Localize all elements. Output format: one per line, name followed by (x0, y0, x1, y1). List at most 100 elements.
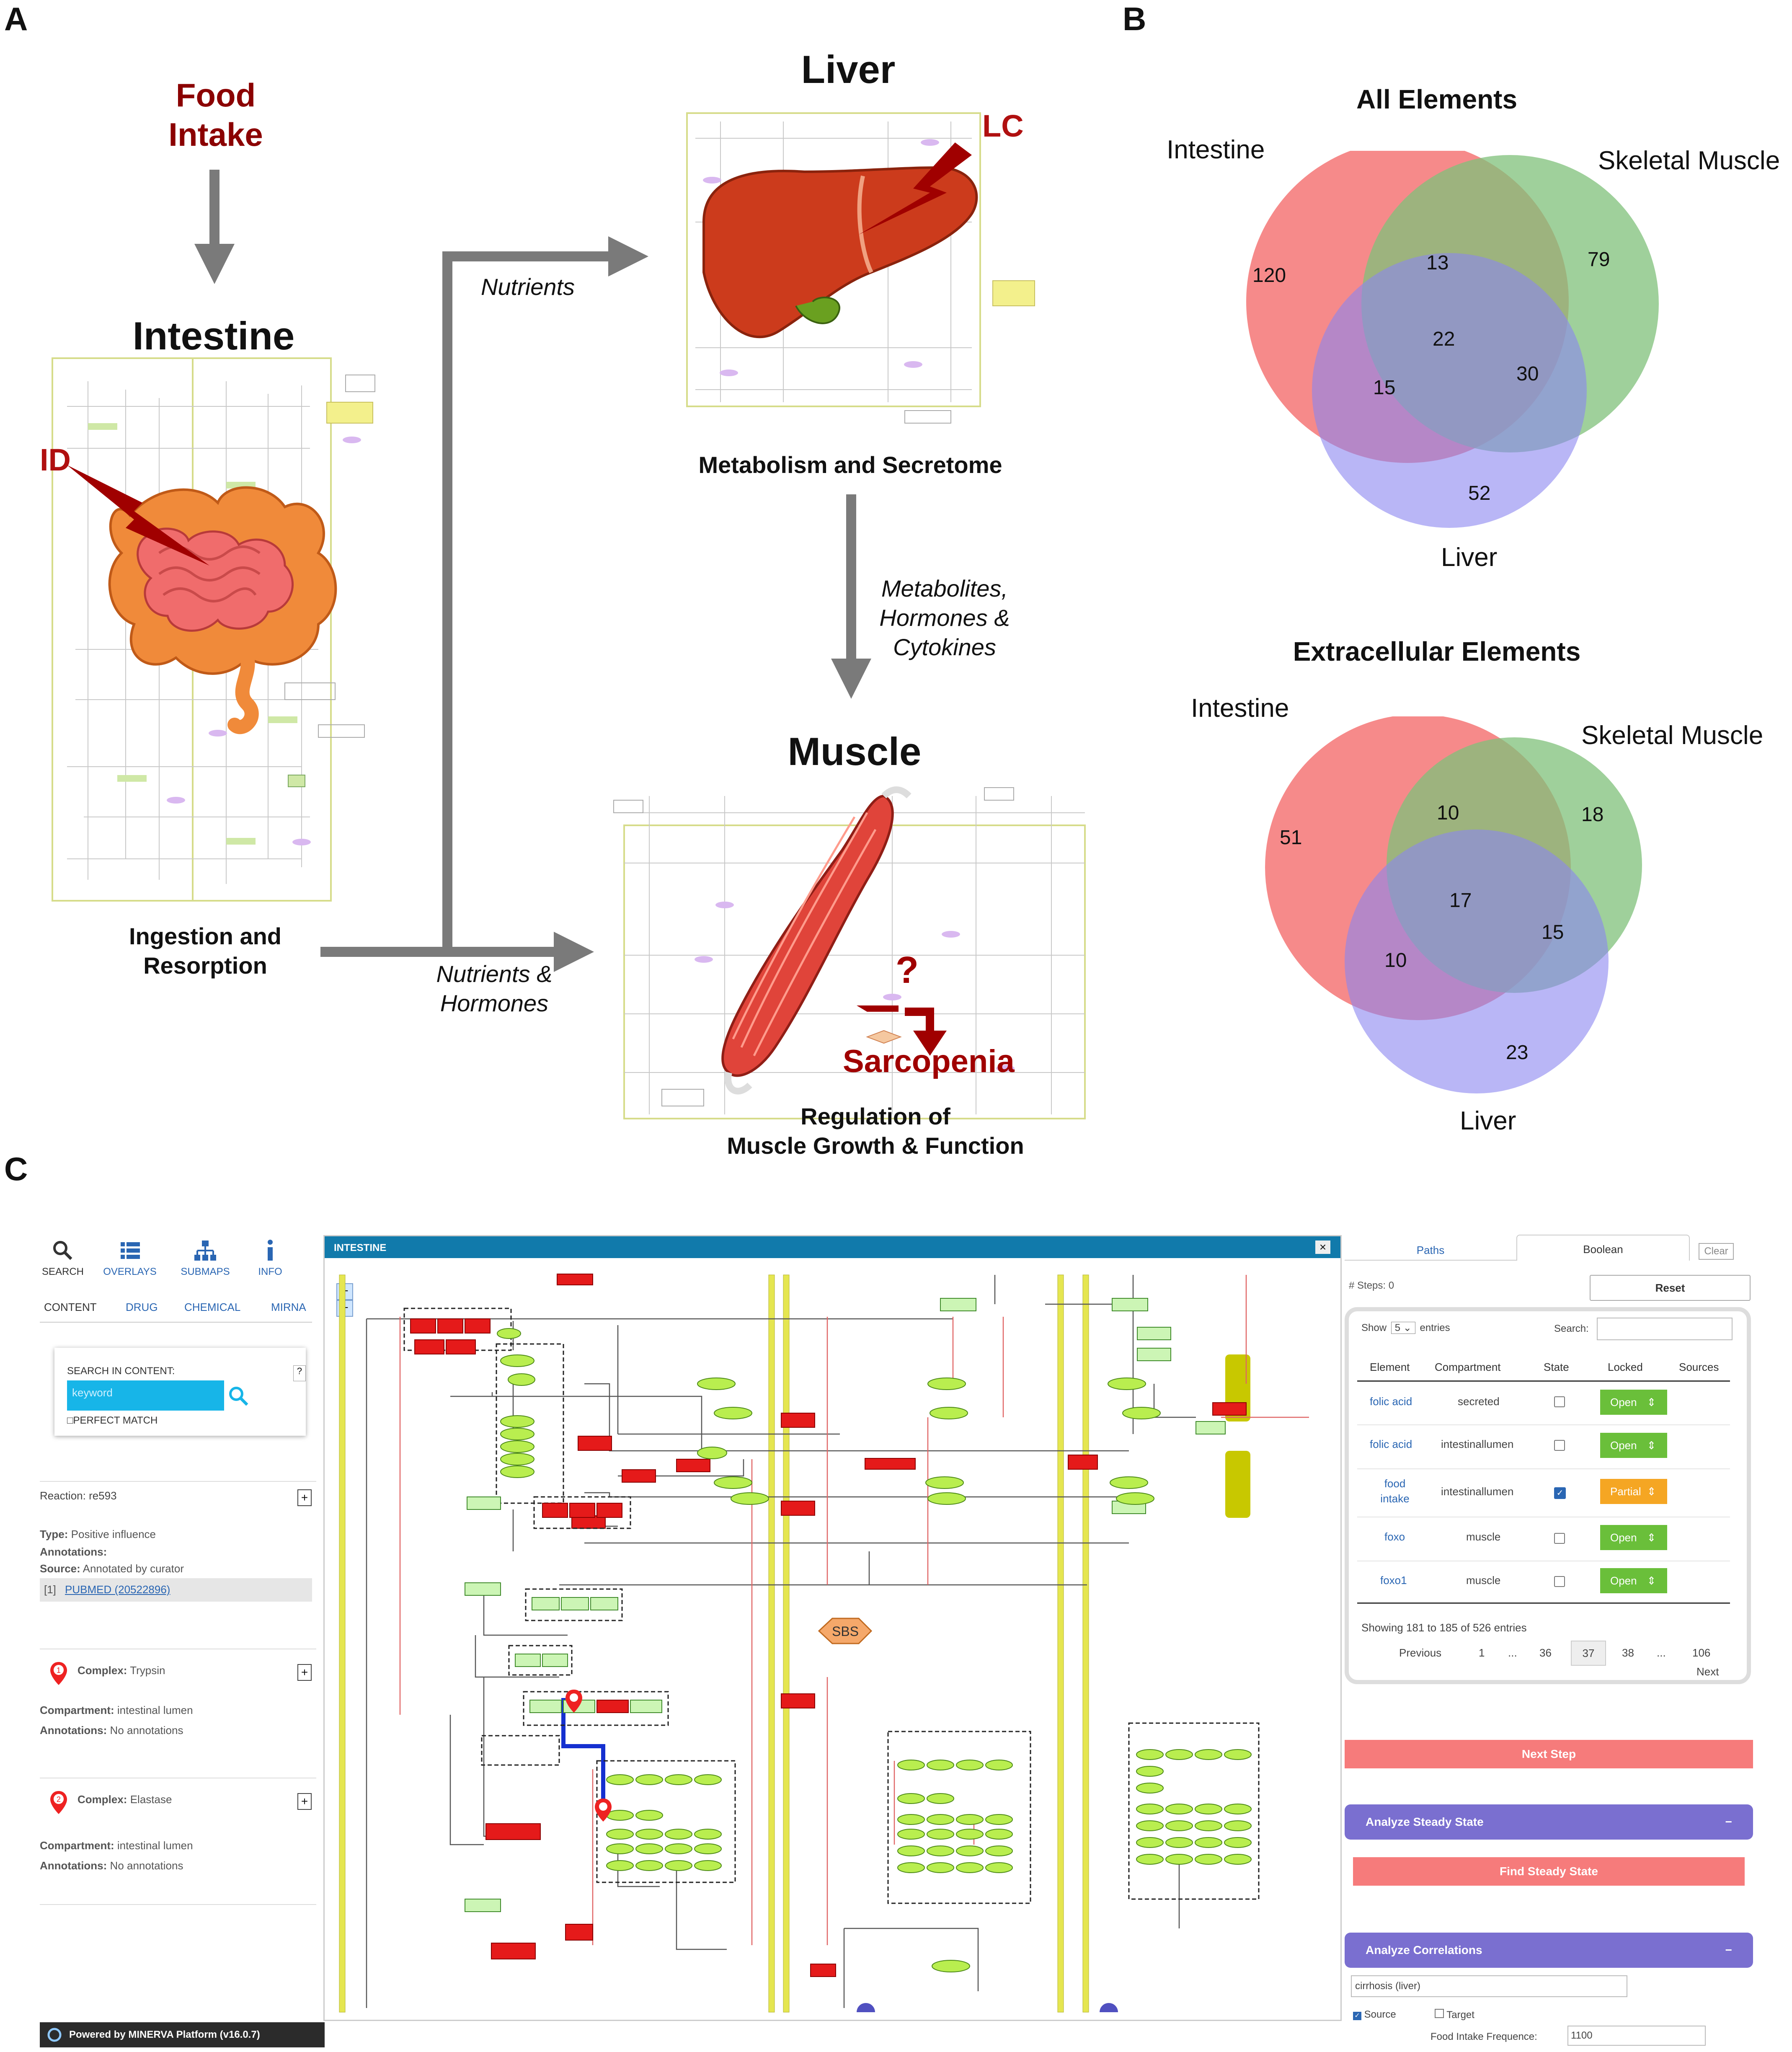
food-intake-frequence-input[interactable]: 1100 (1567, 2026, 1706, 2046)
row1-state-checkbox[interactable] (1554, 1396, 1565, 1407)
complex1-title: Complex: Trypsin (77, 1664, 165, 1677)
analyze-steady-state-bar[interactable]: Analyze Steady State − (1345, 1804, 1753, 1840)
pager-next[interactable]: Next (1696, 1665, 1719, 1678)
row2-element[interactable]: folic acid (1370, 1438, 1412, 1450)
reaction-ref-index: [1] (44, 1583, 56, 1596)
complex2-annotations: Annotations: No annotations (40, 1859, 183, 1872)
subtab-content[interactable]: CONTENT (44, 1301, 97, 1313)
pager-36[interactable]: 36 (1539, 1646, 1552, 1659)
entries-label: entries (1420, 1322, 1450, 1334)
tab-paths[interactable]: Paths (1345, 1238, 1516, 1261)
entries-select[interactable]: 5 ⌄ (1391, 1322, 1415, 1334)
table-search-input[interactable] (1597, 1318, 1733, 1340)
aminoacid-nodes (606, 1749, 1252, 1873)
pager-ellipsis: ... (1508, 1646, 1517, 1659)
col-state[interactable]: State (1544, 1361, 1569, 1373)
col-element[interactable]: Element (1370, 1361, 1410, 1373)
row2-locked-select[interactable]: Open ⇕ (1600, 1433, 1667, 1458)
tab-overlays[interactable]: OVERLAYS (103, 1238, 157, 1278)
row4-state-checkbox[interactable] (1554, 1533, 1565, 1544)
venn-all-all-three: 22 (1433, 328, 1455, 350)
muscle-illustration (721, 786, 911, 1095)
subtab-drug[interactable]: DRUG (126, 1301, 158, 1313)
compartment-wall (1082, 1274, 1089, 2013)
pager-106[interactable]: 106 (1692, 1646, 1711, 1659)
intestine-illustration (108, 486, 337, 734)
reset-button[interactable]: Reset (1590, 1275, 1751, 1301)
complex2-expand-button[interactable]: + (297, 1793, 312, 1810)
map-close-button[interactable]: × (1315, 1241, 1330, 1254)
marker-num-1: 1 (57, 1666, 61, 1675)
panel-a-arrows (194, 170, 871, 972)
col-sources[interactable]: Sources (1679, 1361, 1719, 1373)
complex-card-trypsin: 1 Complex: Trypsin + Compartment: intest… (40, 1649, 316, 1767)
sarcopenia-label: Sarcopenia (843, 1044, 1015, 1079)
next-step-button[interactable]: Next Step (1345, 1740, 1753, 1768)
sbs-label: SBS (832, 1624, 859, 1639)
target-checkbox[interactable]: Target (1435, 2009, 1474, 2021)
complex2-compartment-key: Compartment: (40, 1839, 114, 1852)
complex1-title-key: Complex: (77, 1664, 127, 1677)
pager-37[interactable]: 37 (1571, 1641, 1606, 1666)
panel-letter-c: C (4, 1150, 28, 1187)
complex1-compartment-val: intestinal lumen (117, 1704, 193, 1716)
complex1-compartment-key: Compartment: (40, 1704, 114, 1716)
venn-all-label-muscle: Skeletal Muscle (1598, 146, 1780, 175)
search-go-icon[interactable] (227, 1385, 250, 1407)
perfect-match-checkbox[interactable]: □PERFECT MATCH (67, 1415, 158, 1426)
reaction-expand-button[interactable]: + (297, 1489, 312, 1506)
complex1-expand-button[interactable]: + (297, 1664, 312, 1681)
search-input[interactable]: keyword (67, 1380, 224, 1411)
search-box-card: SEARCH IN CONTENT: ? keyword □PERFECT MA… (54, 1348, 306, 1436)
pager-38[interactable]: 38 (1622, 1646, 1634, 1659)
minerva-logo-icon (47, 2028, 62, 2042)
panel-letter-b: B (1123, 0, 1146, 37)
complex-peptidase (533, 1496, 631, 1529)
row3-locked-select[interactable]: Partial ⇕ (1600, 1479, 1667, 1504)
row2-state-checkbox[interactable] (1554, 1440, 1565, 1451)
subtab-chemical[interactable]: CHEMICAL (184, 1301, 241, 1313)
find-steady-state-button[interactable]: Find Steady State (1353, 1857, 1745, 1886)
nutrients-hormones-line2: Hormones (440, 990, 549, 1016)
row4-compartment: muscle (1466, 1530, 1501, 1543)
tab-submaps[interactable]: SUBMAPS (178, 1238, 232, 1278)
correlation-element-input[interactable]: cirrhosis (liver) (1351, 1975, 1627, 1997)
row5-element[interactable]: foxo1 (1380, 1574, 1407, 1587)
table-row (1357, 1468, 1730, 1517)
muscle-title: Muscle (788, 729, 922, 773)
row4-element[interactable]: foxo (1384, 1530, 1405, 1543)
source-checkbox[interactable]: ✓ Source (1353, 2009, 1396, 2021)
row3-state-checkbox[interactable]: ✓ (1554, 1487, 1566, 1499)
pager-1[interactable]: 1 (1479, 1646, 1485, 1659)
complex1-compartment: Compartment: intestinal lumen (40, 1704, 193, 1717)
col-compartment[interactable]: Compartment (1435, 1361, 1501, 1373)
row5-state-checkbox[interactable] (1554, 1576, 1565, 1587)
minerva-sidebar: SEARCH OVERLAYS SUBMAPS INFO CONTENT DRU… (40, 1238, 325, 2049)
clear-button[interactable]: Clear (1699, 1243, 1734, 1260)
row1-locked-select[interactable]: Open ⇕ (1600, 1390, 1667, 1415)
tab-search[interactable]: SEARCH (40, 1238, 86, 1278)
row1-element[interactable]: folic acid (1370, 1395, 1412, 1408)
powered-by-text: Powered by MINERVA Platform (v16.0.7) (69, 2029, 260, 2040)
row4-locked-select[interactable]: Open ⇕ (1600, 1525, 1667, 1550)
tab-boolean[interactable]: Boolean (1516, 1235, 1690, 1261)
regulation-caption: Regulation of Muscle Growth & Function (687, 1102, 1064, 1160)
row5-locked-select[interactable]: Open ⇕ (1600, 1568, 1667, 1593)
intestine-network-map[interactable]: SBS (325, 1258, 1338, 2018)
complex2-compartment: Compartment: intestinal lumen (40, 1839, 193, 1852)
subtab-mirna[interactable]: MIRNA (271, 1301, 306, 1313)
col-locked[interactable]: Locked (1608, 1361, 1643, 1373)
help-button[interactable]: ? (293, 1365, 306, 1381)
pager-previous[interactable]: Previous (1399, 1646, 1442, 1659)
powered-by-bar[interactable]: Powered by MINERVA Platform (v16.0.7) (40, 2022, 325, 2047)
pubmed-link[interactable]: PUBMED (20522896) (65, 1583, 170, 1596)
analyze-correlations-bar[interactable]: Analyze Correlations − (1345, 1933, 1753, 1968)
intestine-title: Intestine (132, 314, 295, 358)
tab-info[interactable]: INFO (249, 1238, 291, 1278)
complex1-title-val: Trypsin (130, 1664, 165, 1677)
row3-element[interactable]: food intake (1380, 1477, 1410, 1505)
row1-locked-val: Open (1610, 1396, 1637, 1408)
subtab-bar (40, 1300, 312, 1323)
food-intake-label: Food Intake (142, 75, 289, 154)
reaction-annotations: Annotations: (40, 1545, 107, 1558)
